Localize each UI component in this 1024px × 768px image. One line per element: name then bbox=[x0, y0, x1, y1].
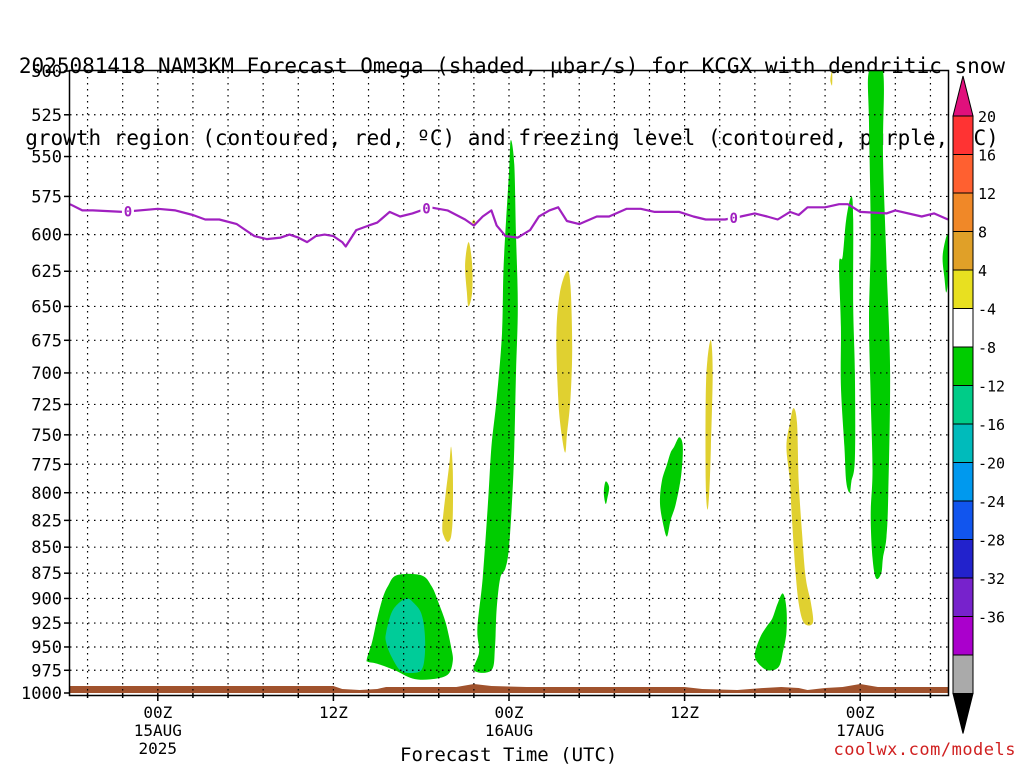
freezing-level-line bbox=[69, 203, 949, 248]
omega-region-1 bbox=[473, 139, 518, 673]
omega-region-16 bbox=[830, 71, 833, 86]
omega-shaded-regions bbox=[366, 71, 948, 680]
colorbar-legend: 20 16 12 8 4 -4 -8 -12 -16 -20 -24 -28 -32 -36 bbox=[952, 75, 1005, 734]
freezing-level-label-1: 0 bbox=[124, 204, 132, 220]
y-tick-label-850: 850 bbox=[31, 538, 62, 558]
colorbar-swatch-3 bbox=[952, 192, 974, 232]
colorbar-swatch-15 bbox=[952, 654, 974, 694]
colorbar-top-triangle bbox=[952, 75, 974, 117]
colorbar-swatch-13 bbox=[952, 577, 974, 617]
colorbar-label-9: -16 bbox=[978, 416, 1005, 434]
omega-region-15 bbox=[786, 408, 814, 626]
omega-region-13 bbox=[556, 270, 573, 453]
x-tick-label-5: 00Z bbox=[846, 703, 875, 722]
freezing-level-label-bg-1 bbox=[121, 203, 134, 219]
y-tick-label-800: 800 bbox=[31, 484, 62, 504]
colorbar-label-6: -4 bbox=[978, 301, 996, 319]
colorbar-label-4: 8 bbox=[978, 224, 987, 242]
y-tick-label-950: 950 bbox=[31, 638, 62, 658]
freezing-level-contour: 0 0 0 bbox=[69, 200, 949, 248]
y-tick-label-525: 525 bbox=[31, 106, 62, 126]
x-axis-label: Forecast Time (UTC) bbox=[400, 744, 618, 766]
colorbar-swatch-10 bbox=[952, 462, 974, 502]
freezing-level-label-2: 0 bbox=[422, 202, 430, 218]
x-tick-label-3: 00Z bbox=[495, 703, 524, 722]
surface-terrain bbox=[70, 684, 948, 693]
colorbar-label-12: -28 bbox=[978, 532, 1005, 550]
x-tick-label-3-line2: 16AUG bbox=[485, 721, 533, 740]
x-tick-label-1: 00Z bbox=[143, 703, 172, 722]
freezing-level-label-bg-3 bbox=[727, 209, 740, 225]
colorbar-label-13: -32 bbox=[978, 570, 1005, 588]
colorbar-label-7: -8 bbox=[978, 339, 996, 357]
credit-text: coolwx.com/models bbox=[833, 740, 1016, 760]
y-tick-label-500: 500 bbox=[31, 62, 62, 82]
grid-lines bbox=[70, 71, 948, 693]
colorbar-swatch-11 bbox=[952, 500, 974, 540]
colorbar-label-1: 20 bbox=[978, 108, 996, 126]
y-tick-label-700: 700 bbox=[31, 364, 62, 384]
omega-region-4 bbox=[659, 437, 683, 537]
colorbar-label-8: -12 bbox=[978, 378, 1005, 396]
colorbar-swatch-2 bbox=[952, 154, 974, 194]
y-tick-label-625: 625 bbox=[31, 262, 62, 282]
y-tick-label-675: 675 bbox=[31, 331, 62, 351]
colorbar-swatch-4 bbox=[952, 231, 974, 271]
y-tick-label-575: 575 bbox=[31, 187, 62, 207]
y-tick-label-775: 775 bbox=[31, 455, 62, 475]
omega-region-14 bbox=[705, 340, 713, 510]
y-tick-label-900: 900 bbox=[31, 589, 62, 609]
colorbar-swatch-7 bbox=[952, 346, 974, 386]
colorbar-label-14: -36 bbox=[978, 609, 1005, 627]
surface-fill bbox=[70, 684, 948, 693]
y-tick-label-1000: 1000 bbox=[21, 684, 62, 704]
colorbar-label-10: -20 bbox=[978, 455, 1005, 473]
y-tick-label-925: 925 bbox=[31, 614, 62, 634]
y-tick-label-875: 875 bbox=[31, 564, 62, 584]
omega-region-5 bbox=[603, 481, 610, 505]
colorbar-swatch-12 bbox=[952, 539, 974, 579]
y-tick-label-600: 600 bbox=[31, 226, 62, 246]
colorbar-label-11: -24 bbox=[978, 493, 1005, 511]
colorbar-swatch-9 bbox=[952, 423, 974, 463]
y-tick-label-750: 750 bbox=[31, 426, 62, 446]
colorbar-label-2: 16 bbox=[978, 147, 996, 165]
omega-region-8 bbox=[867, 71, 891, 580]
colorbar-bottom-triangle bbox=[952, 693, 974, 734]
colorbar-swatch-6 bbox=[952, 308, 974, 348]
y-tick-label-825: 825 bbox=[31, 511, 62, 531]
colorbar-swatch-14 bbox=[952, 616, 974, 656]
x-tick-label-4: 12Z bbox=[670, 703, 699, 722]
colorbar-label-3: 12 bbox=[978, 185, 996, 203]
omega-region-6 bbox=[754, 593, 787, 671]
x-tick-label-1-line3: 2025 bbox=[139, 739, 178, 758]
omega-region-7 bbox=[839, 196, 856, 493]
colorbar-swatch-8 bbox=[952, 385, 974, 425]
x-tick-label-2: 12Z bbox=[319, 703, 348, 722]
y-tick-label-550: 550 bbox=[31, 148, 62, 168]
y-tick-label-975: 975 bbox=[31, 661, 62, 681]
y-tick-label-650: 650 bbox=[31, 297, 62, 317]
colorbar-swatch-1 bbox=[952, 115, 974, 155]
freezing-level-label-3: 0 bbox=[730, 211, 738, 227]
x-tick-label-5-line2: 17AUG bbox=[836, 721, 884, 740]
omega-region-12 bbox=[442, 446, 454, 542]
omega-region-9 bbox=[942, 234, 948, 293]
freezing-level-label-bg-2 bbox=[420, 200, 433, 216]
omega-region-3 bbox=[385, 598, 426, 674]
y-tick-label-725: 725 bbox=[31, 395, 62, 415]
omega-region-10 bbox=[465, 242, 473, 307]
chart-title-line-1: 2025081418 NAM3KM Forecast Omega (shaded… bbox=[18, 54, 1006, 78]
y-axis: 500 525 550 575 600 625 650 675 700 725 750 775 800 8… bbox=[21, 62, 70, 704]
colorbar-swatch-5 bbox=[952, 269, 974, 309]
colorbar-label-5: 4 bbox=[978, 262, 987, 280]
x-tick-label-1-line2: 15AUG bbox=[134, 721, 182, 740]
